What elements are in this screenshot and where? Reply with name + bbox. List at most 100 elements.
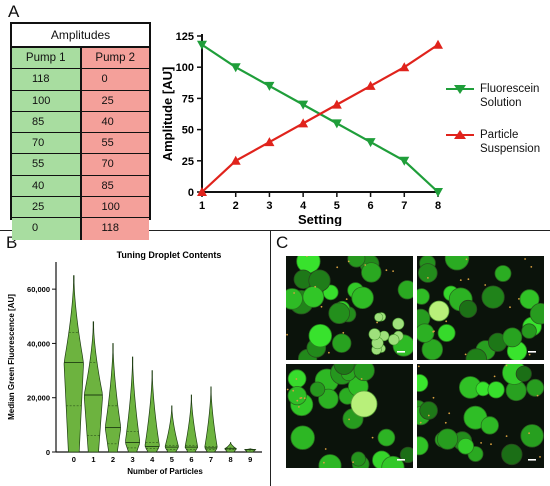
- particle-dot: [323, 461, 325, 464]
- droplet: [397, 280, 413, 300]
- y-tick-label: 75: [182, 93, 194, 105]
- table-row: 0 118: [12, 218, 149, 240]
- table-row: 85 40: [12, 111, 149, 134]
- amplitudes-table-body: 118 0 100 25 85 40 70 55 55 70 40 85 25 100 0 118: [12, 69, 149, 240]
- y-tick-label: 0: [188, 187, 194, 199]
- x-tick-label: 8: [229, 455, 233, 464]
- droplet: [437, 324, 456, 342]
- droplet: [502, 327, 523, 348]
- droplet: [526, 378, 544, 397]
- particle-dot: [433, 330, 435, 333]
- x-tick-label: 4: [300, 200, 307, 212]
- particle-dot: [464, 353, 467, 356]
- particle-dot: [299, 397, 302, 399]
- droplet: [287, 386, 307, 406]
- droplet: [328, 302, 351, 325]
- scale-bar: [397, 351, 405, 353]
- droplet: [417, 323, 435, 343]
- particle-dot: [419, 421, 422, 424]
- panel-label-b: B: [6, 233, 18, 252]
- droplet: [332, 333, 352, 353]
- micrograph-top-left-image: [286, 256, 413, 360]
- y-tick-label: 20,000: [27, 394, 50, 403]
- micrograph-bottom-left-image: [286, 364, 413, 468]
- pump-1-cell: 55: [12, 154, 82, 175]
- data-point-fluorescein: [197, 40, 207, 50]
- violin-shape: [63, 275, 84, 453]
- bright-droplet: [428, 300, 450, 322]
- violin-shape: [105, 343, 121, 453]
- particle-dot: [427, 277, 429, 279]
- pump-2-cell: 40: [81, 111, 149, 133]
- particle-dot: [298, 406, 300, 408]
- data-point-fluorescein: [230, 63, 241, 73]
- droplet: [481, 285, 505, 309]
- droplet: [377, 428, 396, 447]
- amplitude-line-chart: 0 25 50 75 100 125 1 2 3 4 5 6 7 8 Setting Amplitude [A…: [160, 31, 443, 226]
- x-tick-label: 7: [209, 455, 213, 464]
- particle-dot: [490, 443, 492, 446]
- droplet: [302, 286, 325, 308]
- particle-dot: [303, 397, 306, 400]
- x-tick-label: 5: [170, 455, 174, 464]
- particle-dot: [392, 270, 394, 272]
- particle-dot: [295, 378, 298, 380]
- legend-particle-marker-icon: [446, 130, 474, 139]
- y-tick-label: 60,000: [27, 285, 50, 294]
- data-point-particle: [365, 80, 376, 90]
- violin-shape: [204, 386, 218, 453]
- particle-dot: [336, 266, 339, 269]
- data-point-fluorescein: [331, 119, 342, 129]
- table-row: 70 55: [12, 133, 149, 155]
- data-point-particle: [331, 99, 342, 109]
- droplet: [520, 424, 544, 448]
- y-tick-label: 50: [182, 125, 194, 137]
- particle-dot: [524, 258, 526, 260]
- small-droplet: [368, 328, 381, 341]
- droplet: [286, 288, 303, 310]
- x-axis-label: Number of Particles: [127, 467, 203, 476]
- data-point-fluorescein: [365, 138, 376, 148]
- panel-label-a: A: [8, 2, 20, 21]
- data-point-fluorescein: [264, 81, 275, 91]
- droplet: [333, 364, 355, 375]
- particle-dot: [444, 421, 447, 424]
- y-tick-label: 25: [182, 156, 194, 168]
- violin-shape: [125, 356, 140, 453]
- series-line-particle: [201, 43, 439, 193]
- amplitudes-table-header: Pump 1 Pump 2: [12, 48, 149, 70]
- legend-fluorescein-label: Fluorescein Solution: [480, 83, 540, 109]
- particle-dot: [347, 260, 350, 263]
- data-point-fluorescein: [433, 188, 443, 197]
- pump-2-cell: 0: [81, 69, 149, 90]
- particle-dot: [320, 305, 323, 308]
- vertical-divider: [270, 231, 271, 486]
- x-tick-label: 9: [248, 455, 252, 464]
- particle-dot: [352, 461, 354, 463]
- droplet: [318, 454, 342, 468]
- x-tick-label: 5: [334, 200, 340, 212]
- table-row: 40 85: [12, 175, 149, 198]
- y-axis-label: Median Green Fluorescence [AU]: [7, 294, 16, 420]
- pump-1-cell: 70: [12, 133, 82, 154]
- x-tick-label: 0: [72, 455, 76, 464]
- particle-dot: [306, 256, 308, 257]
- particle-dot: [467, 278, 470, 281]
- pump-1-cell: 40: [12, 175, 82, 197]
- scale-bar: [528, 459, 536, 461]
- particle-dot: [448, 412, 451, 415]
- data-point-particle: [264, 137, 275, 147]
- chart-title: Tuning Droplet Contents: [117, 250, 222, 260]
- pump-1-cell: 0: [12, 218, 82, 240]
- particle-dot: [292, 389, 295, 392]
- particle-dot: [385, 269, 388, 272]
- particle-dot: [296, 399, 299, 402]
- droplet: [480, 416, 499, 435]
- particle-dot: [371, 436, 374, 439]
- legend-particle-label: Particle Suspension: [480, 129, 541, 155]
- data-point-particle: [298, 118, 309, 128]
- small-droplet: [392, 317, 405, 330]
- pump-1-cell: 118: [12, 69, 82, 90]
- small-droplet: [388, 334, 400, 346]
- legend-fluorescein: Fluorescein Solution: [446, 82, 550, 110]
